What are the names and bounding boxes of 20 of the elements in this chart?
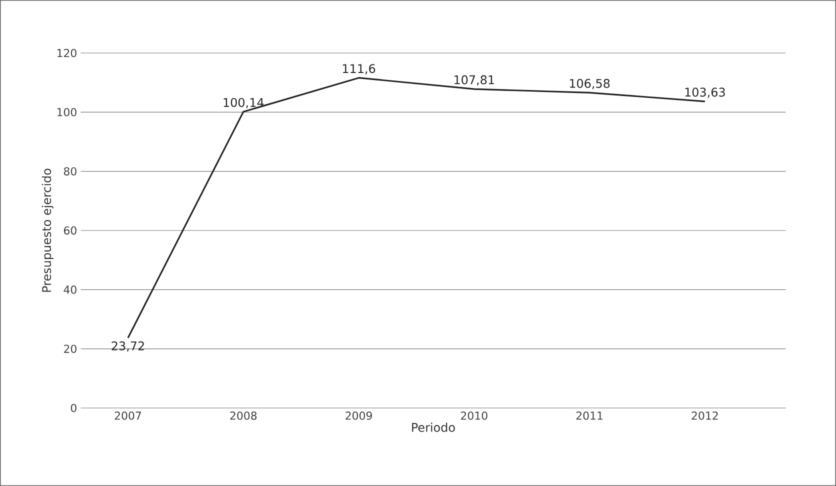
y-tick-label: 0: [70, 404, 76, 412]
data-label: 103,63: [685, 88, 725, 98]
x-tick-label: 2012: [692, 412, 718, 420]
y-tick-label: 80: [64, 167, 76, 176]
x-tick-label: 2007: [114, 412, 141, 420]
y-tick-label: 100: [57, 108, 76, 116]
data-label: 106,58: [570, 78, 610, 90]
y-tick-label: 20: [64, 344, 76, 353]
x-tick-label: 2008: [230, 412, 257, 420]
y-tick-label: 60: [64, 226, 76, 235]
x-tick-label: 2010: [461, 412, 488, 420]
x-axis-title: Periodo: [412, 422, 455, 432]
data-label: 100,14: [224, 98, 264, 108]
y-axis-title: Presupuesto ejercido: [42, 168, 54, 292]
x-tick-label: 2011: [576, 412, 602, 420]
data-label: 107,81: [454, 75, 494, 86]
y-tick-label: 120: [57, 48, 76, 58]
y-tick-label: 40: [64, 286, 76, 294]
x-tick-label: 2009: [346, 412, 372, 420]
data-label: 111,6: [342, 64, 376, 74]
